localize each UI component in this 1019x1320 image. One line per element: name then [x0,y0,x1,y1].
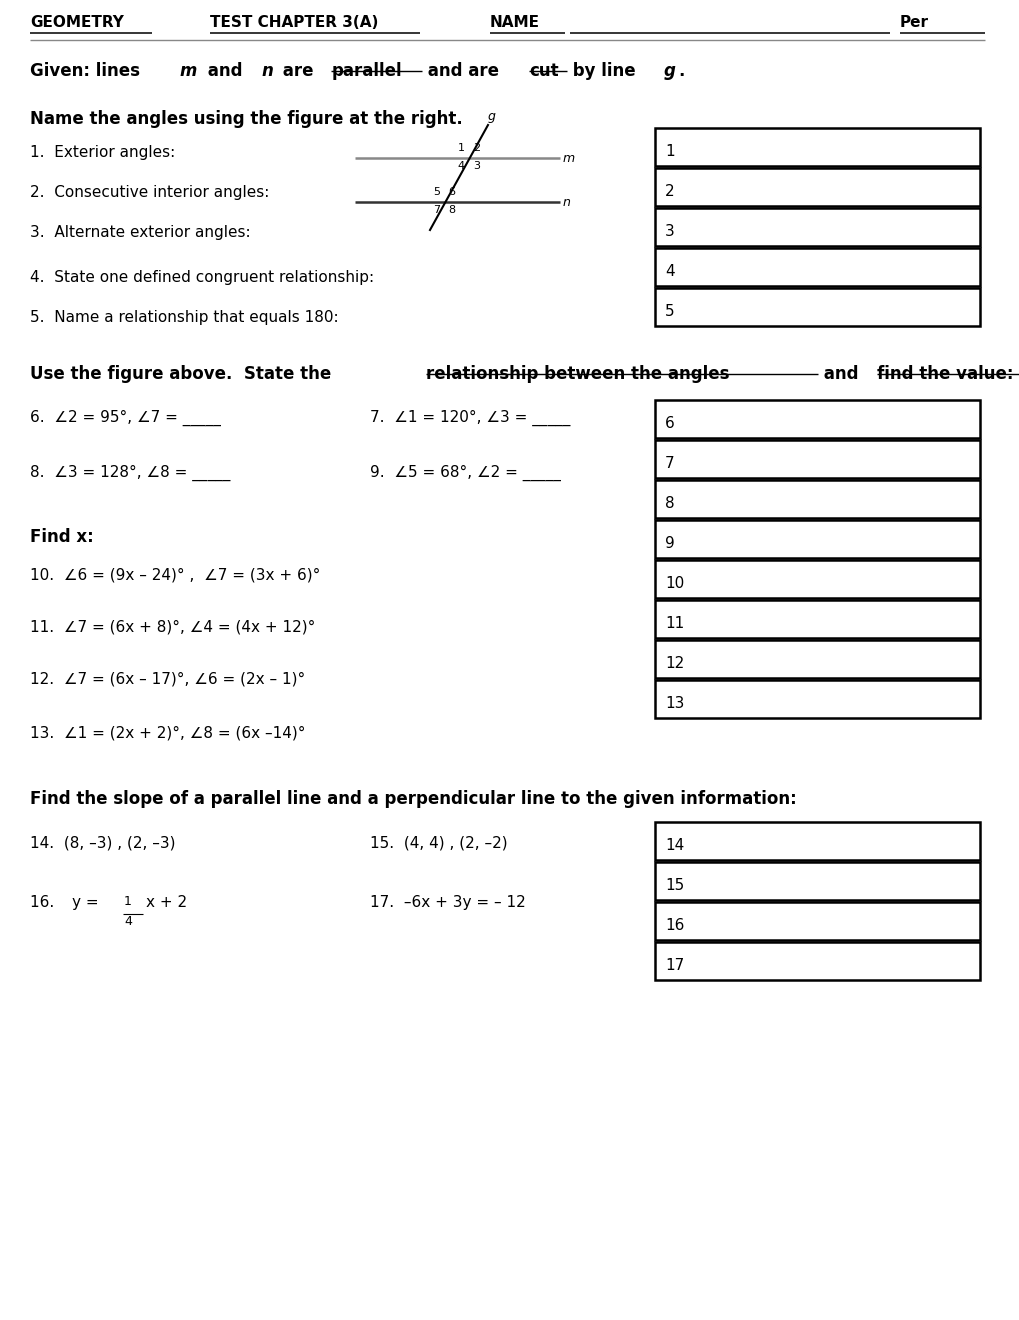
Text: 6.  ∠2 = 95°, ∠7 = _____: 6. ∠2 = 95°, ∠7 = _____ [30,411,221,426]
Text: 14: 14 [664,838,684,853]
Text: 8: 8 [664,496,674,511]
Text: 12: 12 [664,656,684,671]
Text: m: m [562,152,575,165]
Bar [654,248,979,286]
Text: and are: and are [422,62,504,81]
Text: NAME: NAME [489,15,539,30]
Text: 6: 6 [448,187,455,197]
Bar [654,601,979,638]
Bar [654,822,979,861]
Text: 6: 6 [664,416,675,432]
Text: 10: 10 [664,576,684,591]
Text: 5: 5 [433,187,440,197]
Text: 1.  Exterior angles:: 1. Exterior angles: [30,145,175,160]
Bar [654,640,979,678]
Text: Use the figure above.  State the: Use the figure above. State the [30,366,336,383]
Text: 4: 4 [664,264,674,279]
Text: 3: 3 [664,224,675,239]
Text: n: n [261,62,273,81]
Bar [654,560,979,598]
Bar [654,680,979,718]
Text: and: and [817,366,863,383]
Bar [654,520,979,558]
Text: 13.  ∠1 = (2x + 2)°, ∠8 = (6x –14)°: 13. ∠1 = (2x + 2)°, ∠8 = (6x –14)° [30,725,306,741]
Text: 7: 7 [433,205,440,215]
Text: g: g [662,62,675,81]
Text: 12.  ∠7 = (6x – 17)°, ∠6 = (2x – 1)°: 12. ∠7 = (6x – 17)°, ∠6 = (2x – 1)° [30,672,305,686]
Bar [654,400,979,438]
Bar [654,128,979,166]
Bar [654,168,979,206]
Text: 2: 2 [473,143,479,153]
Text: 16: 16 [664,917,684,933]
Text: 16.: 16. [30,895,64,909]
Text: 1: 1 [458,143,465,153]
Text: 11: 11 [664,616,684,631]
Text: by line: by line [567,62,641,81]
Text: 17: 17 [664,958,684,973]
Bar [654,480,979,517]
Text: parallel: parallel [331,62,401,81]
Text: 1: 1 [664,144,674,158]
Text: 1: 1 [124,895,131,908]
Text: TEST CHAPTER 3(A): TEST CHAPTER 3(A) [210,15,378,30]
Bar [654,942,979,979]
Text: 5: 5 [664,304,674,319]
Text: x + 2: x + 2 [146,895,186,909]
Text: n: n [562,195,571,209]
Text: 13: 13 [664,696,684,711]
Text: 2: 2 [664,183,674,199]
Text: 3.  Alternate exterior angles:: 3. Alternate exterior angles: [30,224,251,240]
Bar [654,209,979,246]
Bar [654,862,979,900]
Text: 14.  (8, –3) , (2, –3): 14. (8, –3) , (2, –3) [30,836,175,850]
Text: Per: Per [899,15,928,30]
Text: relationship between the angles: relationship between the angles [426,366,729,383]
Text: Given: lines: Given: lines [30,62,146,81]
Bar [654,902,979,940]
Text: m: m [179,62,197,81]
Text: 9: 9 [664,536,675,550]
Text: 8: 8 [448,205,455,215]
Text: GEOMETRY: GEOMETRY [30,15,123,30]
Text: 15.  (4, 4) , (2, –2): 15. (4, 4) , (2, –2) [370,836,507,850]
Text: y =: y = [72,895,99,909]
Text: and: and [202,62,248,81]
Text: 5.  Name a relationship that equals 180:: 5. Name a relationship that equals 180: [30,310,338,325]
Text: Name the angles using the figure at the right.: Name the angles using the figure at the … [30,110,463,128]
Text: 8.  ∠3 = 128°, ∠8 = _____: 8. ∠3 = 128°, ∠8 = _____ [30,465,230,482]
Text: 17.  –6x + 3y = – 12: 17. –6x + 3y = – 12 [370,895,525,909]
Text: 4.  State one defined congruent relationship:: 4. State one defined congruent relations… [30,271,374,285]
Text: 4: 4 [124,915,131,928]
Bar [654,440,979,478]
Text: .: . [678,62,685,81]
Text: 10.  ∠6 = (9x – 24)° ,  ∠7 = (3x + 6)°: 10. ∠6 = (9x – 24)° , ∠7 = (3x + 6)° [30,568,320,583]
Text: 7.  ∠1 = 120°, ∠3 = _____: 7. ∠1 = 120°, ∠3 = _____ [370,411,570,426]
Bar [654,288,979,326]
Text: 15: 15 [664,878,684,894]
Text: 11.  ∠7 = (6x + 8)°, ∠4 = (4x + 12)°: 11. ∠7 = (6x + 8)°, ∠4 = (4x + 12)° [30,620,315,635]
Text: are: are [276,62,319,81]
Text: g: g [487,110,495,123]
Text: cut: cut [529,62,558,81]
Text: 2.  Consecutive interior angles:: 2. Consecutive interior angles: [30,185,269,201]
Text: 3: 3 [473,161,479,172]
Text: find the value:: find the value: [876,366,1013,383]
Text: 4: 4 [458,161,465,172]
Text: 9.  ∠5 = 68°, ∠2 = _____: 9. ∠5 = 68°, ∠2 = _____ [370,465,560,482]
Text: 7: 7 [664,455,674,471]
Text: Find x:: Find x: [30,528,94,546]
Text: Find the slope of a parallel line and a perpendicular line to the given informat: Find the slope of a parallel line and a … [30,789,796,808]
